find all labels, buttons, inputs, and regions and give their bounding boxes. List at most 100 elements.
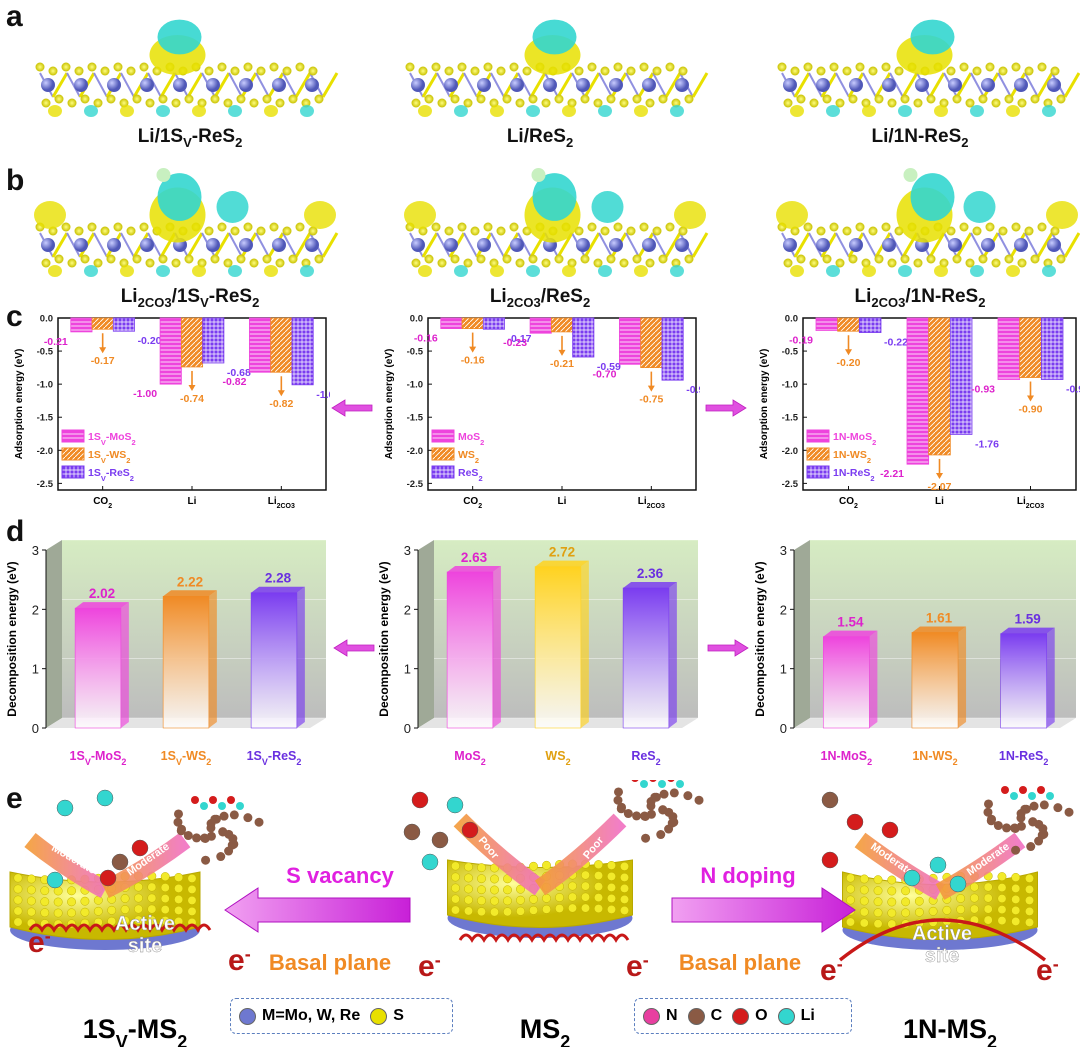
y-tick-label: -1.0	[37, 380, 53, 391]
bar-value-label: -1.76	[975, 438, 999, 450]
nitrogen-atom-icon	[643, 1007, 660, 1025]
y-tick-label: 2	[32, 602, 39, 617]
n-doping-arrow-icon	[671, 887, 856, 933]
panel-letter-b: b	[6, 164, 25, 197]
free-atom	[881, 821, 899, 839]
arrow-d-right-icon	[707, 639, 749, 657]
bar	[482, 317, 505, 330]
bar-value-label: -1.00	[133, 388, 157, 400]
bar	[572, 317, 595, 358]
free-atom	[903, 869, 921, 887]
bar-value-label: -0.17	[508, 333, 532, 345]
panel-letter-e: e	[6, 782, 23, 815]
y-tick-label: -2.0	[407, 446, 423, 457]
oxygen-atom-icon	[732, 1007, 750, 1025]
bar-value-label: 1.59	[1015, 612, 1041, 627]
slab-ndoped	[842, 871, 1038, 950]
y-tick-label: -2.0	[37, 446, 53, 457]
bar-value-label: -0.22	[884, 337, 908, 349]
pointer-arrowhead	[277, 390, 285, 397]
bar-value-label: -0.94	[686, 384, 700, 396]
x-tick-label: Li	[558, 496, 567, 507]
bar-value-label: -0.20	[138, 335, 162, 347]
free-atom	[411, 791, 429, 809]
x-tick-label: 1N-MoS2	[821, 749, 873, 767]
legend-swatch	[61, 465, 85, 479]
y-tick-label: 0.0	[410, 314, 423, 325]
label-a-1: Li/1SV-ReS2	[137, 126, 243, 150]
bar-value-label: -0.19	[789, 335, 813, 347]
structure-b-3	[776, 168, 1080, 277]
bar-top	[251, 586, 305, 593]
bar-value-label: -0.74	[180, 393, 204, 405]
electron-label-4: e-	[626, 950, 649, 983]
x-tick-label: ReS2	[631, 749, 660, 767]
y-tick-label: 0	[404, 721, 411, 736]
s-vacancy-arrow-icon	[224, 887, 411, 933]
y-tick-label: 1	[780, 662, 787, 677]
bar	[822, 636, 870, 729]
x-tick-label: 1SV-ReS2	[247, 749, 302, 767]
arrow-right-text: N doping	[700, 863, 795, 888]
bar-side	[1046, 627, 1055, 728]
y-tick-label: -0.5	[37, 347, 54, 358]
title-ndoped: 1N-MS2	[903, 1014, 997, 1047]
bar-value-label: -0.21	[44, 336, 68, 348]
electron-label-1: e-	[28, 926, 51, 959]
electron-label-5: e-	[820, 954, 843, 987]
arrow-moderate-4	[935, 832, 1026, 900]
pointer-arrowhead	[469, 346, 477, 353]
legend-label: 1N-ReS2	[833, 467, 875, 483]
y-tick-label: 0.0	[40, 314, 53, 325]
x-tick-label: Li	[188, 496, 197, 507]
legend-swatch	[431, 465, 455, 479]
decomposition-chart-ndoped: 0 1 2 3 Decomposition energy (eV) 1.54 1N-MoS2…	[753, 539, 1076, 767]
x-tick-label: Li2CO3	[268, 496, 295, 510]
pointer-arrowhead	[647, 385, 655, 392]
free-atom	[403, 823, 421, 841]
panel-letter-a: a	[6, 0, 23, 33]
transition-arrows	[331, 399, 749, 657]
legend-swatch	[61, 429, 85, 443]
label-b-3: Li2CO3/1N-ReS2	[854, 286, 986, 310]
bar-value-label: -0.93	[1066, 384, 1080, 396]
bar-value-label: 2.72	[549, 545, 575, 560]
pointer-arrowhead	[99, 347, 107, 354]
arrow-left-text: S vacancy	[286, 863, 394, 888]
decomposition-chart-pristine: 0 1 2 3 Decomposition energy (eV) 2.63 MoS2 2.7…	[377, 539, 698, 767]
free-atom	[446, 796, 464, 814]
bar-value-label: 1.61	[926, 610, 953, 625]
legend-li-label: Li	[800, 1007, 815, 1024]
bar-side	[492, 565, 501, 728]
free-atom	[821, 851, 839, 869]
y-tick-label: 0	[32, 721, 39, 736]
bar-top	[911, 626, 967, 633]
bar-value-label: -0.20	[837, 357, 861, 369]
arrow-c-right-icon	[705, 399, 747, 417]
free-atom	[421, 853, 439, 871]
x-tick-label: CO2	[839, 496, 858, 510]
label-a-3: Li/1N-ReS2	[871, 126, 969, 150]
bar-top	[75, 602, 129, 609]
metal-atom-icon	[239, 1007, 256, 1025]
bar-value-label: 2.36	[637, 566, 664, 581]
free-atom	[46, 871, 64, 889]
y-tick-label: 0.0	[785, 314, 798, 325]
pointer-arrowhead	[558, 349, 566, 356]
y-axis-label: Decomposition energy (eV)	[5, 561, 19, 716]
arrow-d-left-icon	[333, 639, 375, 657]
bar	[202, 317, 225, 364]
legend-label: 1SV-MoS2	[88, 431, 136, 447]
bar-value-label: -0.59	[597, 361, 621, 373]
bar-top	[623, 581, 677, 588]
bar-side	[120, 602, 129, 728]
bar-side	[296, 586, 305, 728]
legend-metal-sulfur: M=Mo, W, Re S	[230, 998, 453, 1034]
bar-side	[958, 626, 967, 728]
bar	[1000, 633, 1048, 729]
bar	[949, 317, 973, 435]
side-wall	[418, 540, 434, 728]
bar-value-label: -0.21	[550, 358, 574, 370]
x-tick-label: 1N-WS2	[912, 749, 957, 767]
electron-label-2: e-	[228, 944, 251, 977]
